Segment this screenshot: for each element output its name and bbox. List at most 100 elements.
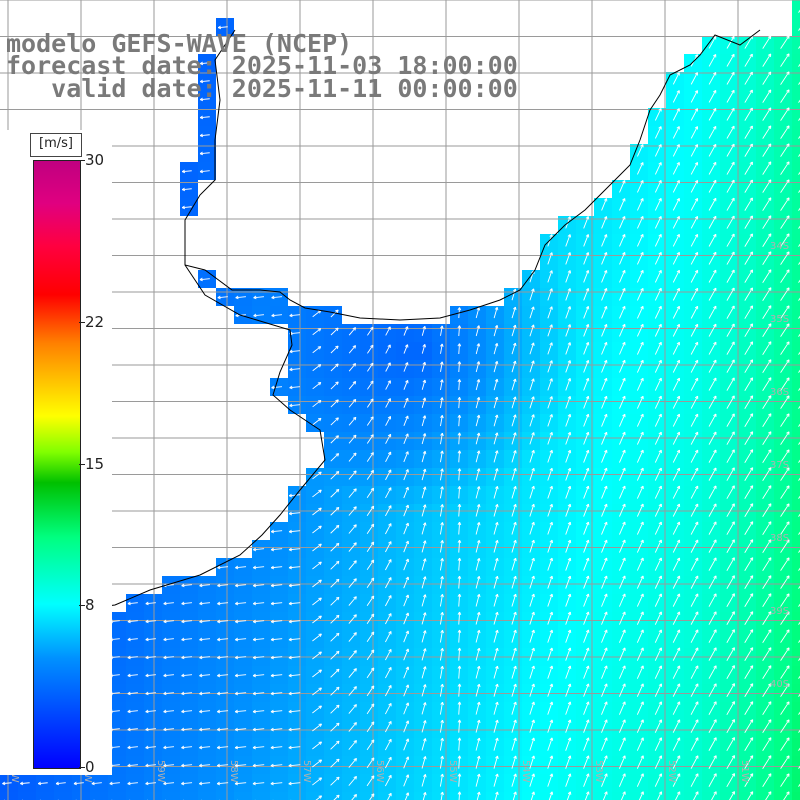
wind-arrow	[780, 449, 790, 463]
wind-arrow	[181, 619, 193, 624]
wind-arrow	[690, 287, 699, 301]
wind-arrow	[672, 557, 681, 571]
wind-arrow	[744, 737, 754, 751]
wind-arrow	[457, 379, 462, 391]
wind-arrow	[351, 794, 357, 800]
wind-arrow	[762, 737, 772, 751]
wind-arrow	[511, 342, 517, 355]
wind-arrow	[583, 306, 590, 319]
wind-speed-cell	[648, 792, 666, 800]
wind-arrow	[312, 417, 322, 426]
wind-arrow	[690, 593, 699, 607]
wind-arrow	[780, 395, 790, 409]
wind-arrow	[690, 737, 699, 751]
wind-arrow	[744, 611, 754, 625]
wind-arrow	[199, 781, 211, 786]
wind-arrow	[475, 773, 481, 787]
wind-arrow	[163, 637, 174, 642]
wind-arrow	[20, 781, 30, 786]
wind-arrow	[762, 251, 772, 265]
wind-arrow	[636, 359, 644, 373]
wind-arrow	[636, 503, 644, 517]
wind-arrow	[367, 344, 374, 354]
wind-speed-cell	[792, 216, 800, 234]
wind-speed-cell	[792, 162, 800, 180]
wind-arrow	[252, 727, 265, 732]
wind-arrow	[529, 288, 535, 301]
wind-arrow	[762, 521, 772, 535]
wind-arrow	[620, 791, 626, 800]
wind-arrow	[583, 575, 590, 589]
wind-arrow	[636, 305, 644, 319]
wind-arrow	[348, 632, 357, 642]
wind-arrow	[439, 594, 444, 607]
wind-arrow	[312, 777, 323, 786]
wind-arrow	[726, 71, 735, 85]
wind-arrow	[330, 506, 340, 516]
wind-arrow	[312, 399, 322, 408]
wind-arrow	[708, 719, 717, 733]
wind-arrow	[690, 108, 698, 121]
wind-arrow	[601, 539, 608, 553]
wind-arrow	[762, 719, 772, 733]
wind-arrow	[744, 251, 753, 265]
wind-arrow	[476, 791, 481, 800]
wind-arrow	[583, 449, 590, 463]
wind-arrow	[601, 413, 608, 427]
wind-arrow	[457, 701, 462, 715]
wind-arrow	[619, 395, 626, 409]
wind-arrow	[783, 791, 790, 800]
wind-arrow	[780, 233, 790, 247]
wind-arrow	[511, 701, 517, 715]
wind-arrow	[636, 539, 644, 553]
wind-arrow	[511, 737, 517, 751]
wind-arrow	[583, 665, 590, 679]
wind-arrow	[708, 521, 717, 535]
wind-arrow	[217, 709, 229, 714]
wind-arrow	[726, 773, 735, 788]
wind-arrow	[708, 683, 717, 697]
wind-arrow	[270, 529, 283, 534]
wind-arrow	[234, 709, 247, 714]
wind-arrow	[744, 521, 754, 535]
wind-arrow	[726, 251, 735, 265]
wind-arrow	[726, 161, 735, 175]
wind-arrow	[565, 324, 572, 337]
wind-arrow	[547, 270, 553, 283]
wind-arrow	[145, 655, 156, 660]
wind-arrow	[780, 773, 790, 787]
wind-arrow	[234, 781, 247, 786]
wind-arrow	[565, 755, 572, 769]
wind-speed-cell	[90, 792, 108, 800]
wind-arrow	[348, 345, 357, 354]
wind-arrow	[547, 539, 554, 553]
wind-arrow	[440, 432, 444, 445]
wind-arrow	[475, 486, 481, 499]
wind-arrow	[654, 485, 662, 499]
wind-arrow	[145, 709, 156, 714]
wind-arrow	[421, 720, 427, 733]
wind-arrow	[780, 143, 790, 157]
wind-arrow	[690, 467, 699, 481]
wind-speed-cell	[738, 792, 756, 800]
wind-arrow	[181, 691, 193, 696]
wind-arrow	[330, 650, 340, 660]
wind-arrow	[547, 611, 554, 625]
wind-arrow	[330, 560, 340, 570]
wind-arrow	[547, 521, 554, 535]
wind-speed-cell	[540, 792, 558, 800]
wind-arrow	[654, 162, 662, 175]
wind-arrow	[385, 595, 392, 607]
wind-arrow	[475, 540, 481, 553]
wind-arrow	[547, 575, 554, 589]
wind-arrow	[511, 450, 517, 463]
wind-arrow	[744, 413, 754, 427]
wind-arrow	[439, 504, 444, 517]
wind-arrow	[403, 756, 410, 769]
wind-arrow	[672, 162, 680, 175]
wind-arrow	[726, 341, 735, 355]
wind-arrow	[744, 575, 754, 589]
wind-arrow	[780, 503, 790, 517]
wind-arrow	[708, 611, 717, 625]
